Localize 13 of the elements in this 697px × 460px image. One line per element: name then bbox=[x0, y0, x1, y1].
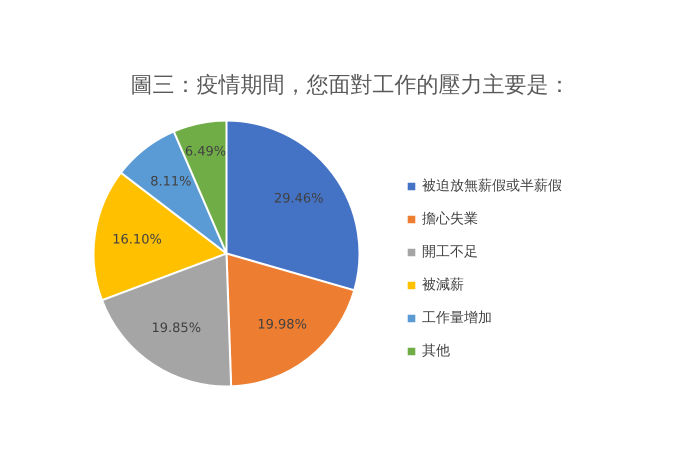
data-label: 16.10% bbox=[112, 232, 162, 248]
data-label: 8.11% bbox=[150, 174, 192, 190]
legend-label: 工作量增加 bbox=[422, 309, 492, 327]
legend-label: 其他 bbox=[422, 342, 450, 360]
legend-label: 被減薪 bbox=[422, 276, 464, 294]
data-label: 6.49% bbox=[184, 144, 226, 160]
data-label: 29.46% bbox=[274, 192, 324, 207]
legend-label: 擔心失業 bbox=[422, 210, 478, 228]
data-label: 19.85% bbox=[151, 321, 202, 336]
data-label: 19.98% bbox=[257, 317, 307, 332]
legend-label: 被迫放無薪假或半薪假 bbox=[422, 177, 562, 195]
legend-label: 開工不足 bbox=[422, 243, 478, 261]
chart-title: 圖三：疫情期間，您面對工作的壓力主要是： bbox=[130, 73, 570, 98]
